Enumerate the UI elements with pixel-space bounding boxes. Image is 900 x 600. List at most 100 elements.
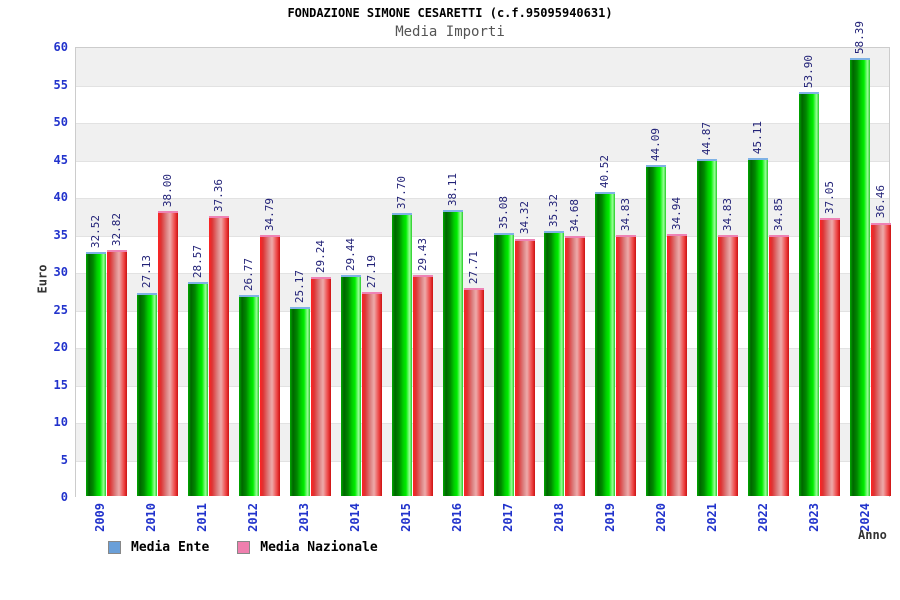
bar-value-label: 34.32	[517, 201, 531, 235]
bar-value-label: 29.43	[415, 238, 429, 272]
plot-band	[76, 85, 889, 123]
chart-legend: Media Ente Media Nazionale	[108, 540, 378, 555]
plot-area: 32.52 32.82 27.13 38.00 28.57 37.36 26.77 34.79…	[75, 21, 892, 498]
gridline	[76, 160, 889, 162]
gridline	[76, 123, 889, 124]
gridline	[76, 85, 889, 87]
bar-value-label: 38.11	[445, 173, 459, 207]
bar-media-nazionale-2009	[107, 249, 127, 496]
bar-value-label: 36.46	[874, 185, 888, 219]
x-tick-label-2020: 2020	[653, 503, 668, 532]
bar-value-label: 27.13	[139, 255, 153, 289]
x-axis-title: Anno	[858, 528, 887, 542]
y-tick-label: 15	[53, 377, 68, 392]
legend-swatch-icon	[108, 541, 121, 554]
bar-value-label: 29.44	[343, 238, 357, 272]
bar-value-label: 32.82	[110, 212, 123, 246]
gridline	[76, 273, 889, 274]
y-tick-label: 30	[53, 265, 68, 279]
y-tick-label: 25	[53, 302, 68, 317]
legend-item-media-ente: Media Ente	[108, 540, 209, 555]
bar-media-ente-2016	[442, 210, 463, 496]
bar-media-nazionale-2013	[310, 276, 331, 496]
bar-value-label: 27.71	[466, 251, 480, 285]
y-tick-label: 5	[60, 452, 68, 467]
gridline	[76, 235, 889, 237]
chart-title: FONDAZIONE SIMONE CESARETTI (c.f.9509594…	[287, 6, 613, 20]
bar-value-label: 29.24	[313, 239, 327, 273]
bar-media-ente-2013	[289, 307, 310, 496]
bar-value-label: 53.90	[802, 54, 816, 88]
bar-media-ente-2019	[595, 192, 616, 496]
chart-subtitle: Media Importi	[395, 24, 505, 40]
bar-value-label: 45.11	[751, 120, 765, 154]
bar-media-nazionale-2018	[565, 235, 586, 496]
bar-media-ente-2018	[544, 231, 565, 496]
x-tick-label-2022: 2022	[755, 503, 770, 532]
bar-media-ente-2022	[748, 157, 769, 496]
x-tick-label-2019: 2019	[602, 503, 617, 532]
x-tick-label-2011: 2011	[195, 503, 210, 532]
x-tick-label-2016: 2016	[450, 503, 465, 532]
x-tick-label-2010: 2010	[144, 503, 159, 532]
bar-value-label: 32.52	[89, 214, 102, 249]
bar-value-label: 37.05	[823, 181, 837, 215]
legend-label: Media Ente	[131, 540, 210, 555]
bar-media-nazionale-2010	[157, 211, 178, 496]
bar-media-ente-2015	[391, 213, 412, 496]
y-tick-label: 10	[53, 415, 68, 429]
bar-media-nazionale-2011	[208, 215, 229, 496]
x-tick-label-2013: 2013	[297, 503, 312, 532]
bar-value-label: 34.83	[721, 197, 735, 231]
bar-value-label: 44.87	[700, 122, 714, 156]
bar-media-nazionale-2015	[412, 275, 433, 496]
bar-value-label: 27.19	[364, 254, 378, 289]
bar-value-label: 34.94	[670, 196, 684, 230]
y-tick-label: 35	[53, 227, 68, 242]
x-tick-label-2014: 2014	[348, 503, 363, 532]
y-tick-label: 50	[53, 115, 68, 129]
bar-media-nazionale-2017	[514, 238, 535, 496]
bar-media-nazionale-2016	[463, 288, 484, 496]
x-tick-label-2015: 2015	[399, 503, 414, 532]
bar-value-label: 35.08	[496, 195, 510, 229]
bar-value-label: 26.77	[241, 258, 255, 292]
bar-media-nazionale-2022	[769, 234, 790, 496]
y-tick-label: 40	[53, 190, 68, 204]
legend-swatch-icon	[237, 541, 251, 554]
bar-value-label: 44.09	[649, 128, 663, 162]
bar-value-label: 38.00	[160, 173, 174, 207]
bar-value-label: 34.79	[262, 197, 276, 232]
bar-media-ente-2011	[187, 281, 208, 496]
bar-value-label: 34.68	[568, 198, 582, 232]
bar-media-ente-2021	[697, 159, 718, 496]
x-tick-label-2017: 2017	[500, 503, 515, 532]
bar-media-nazionale-2023	[820, 218, 841, 496]
bar-value-label: 25.17	[292, 270, 306, 304]
bar-value-label: 40.52	[598, 154, 612, 189]
bar-value-label: 34.83	[619, 197, 633, 231]
bar-media-ente-2009	[86, 252, 106, 496]
bar-media-nazionale-2024	[871, 222, 892, 496]
bar-media-ente-2023	[799, 91, 820, 496]
bar-media-nazionale-2014	[361, 292, 382, 496]
bar-media-nazionale-2019	[616, 234, 637, 496]
bar-media-nazionale-2012	[259, 235, 280, 496]
bar-media-nazionale-2020	[667, 233, 688, 496]
legend-item-media-nazionale: Media Nazionale	[237, 540, 378, 555]
x-tick-label-2012: 2012	[246, 503, 261, 532]
bar-media-ente-2010	[136, 292, 157, 496]
y-tick-label: 60	[53, 40, 68, 54]
y-tick-label: 0	[60, 490, 68, 504]
y-tick-label: 20	[53, 340, 68, 354]
bar-value-label: 37.70	[394, 176, 408, 210]
x-tick-label-2018: 2018	[551, 503, 566, 532]
x-tick-label-2023: 2023	[806, 503, 821, 532]
bar-media-ente-2017	[493, 232, 514, 496]
bar-value-label: 58.39	[853, 20, 867, 55]
plot-band	[76, 48, 889, 86]
bar-media-ente-2020	[646, 165, 667, 496]
legend-label: Media Nazionale	[260, 540, 378, 555]
bar-value-label: 28.57	[190, 244, 204, 278]
